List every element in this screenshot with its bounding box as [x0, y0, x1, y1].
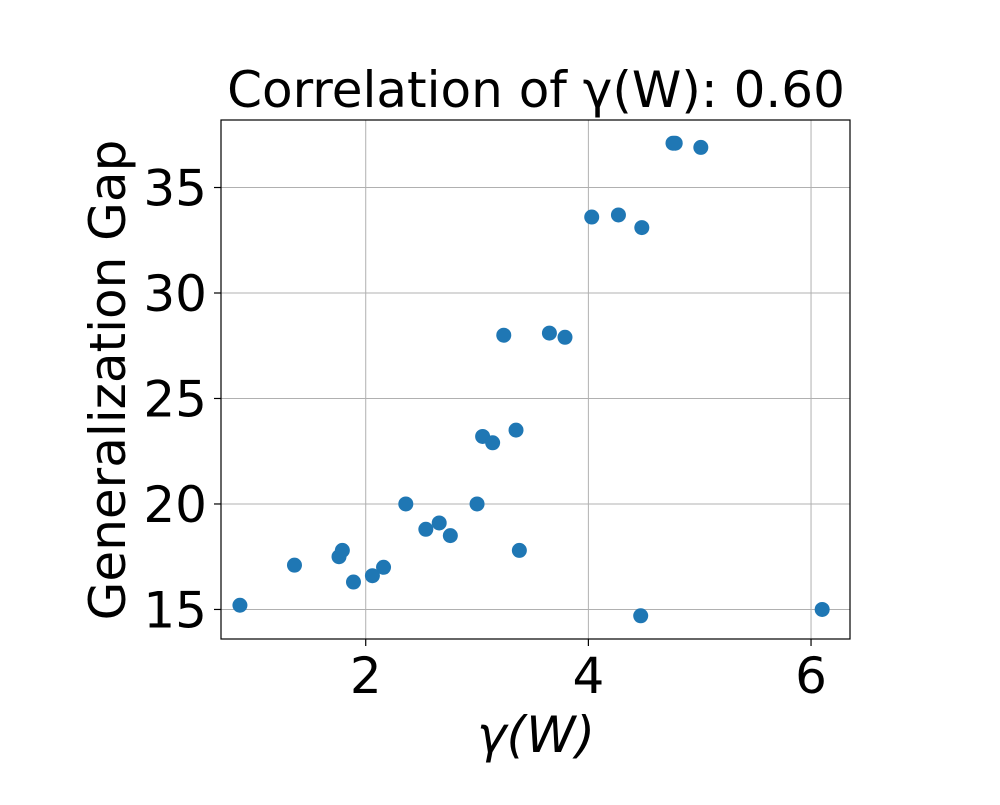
scatter-point [511, 542, 527, 558]
x-tick-label: 6 [795, 647, 827, 705]
chart-title: Correlation of γ(W): 0.60 [227, 61, 845, 119]
scatter-point [633, 608, 649, 624]
scatter-point [667, 135, 683, 151]
scatter-point [431, 515, 447, 531]
y-tick-label: 35 [143, 160, 207, 218]
scatter-point [334, 542, 350, 558]
scatter-point [485, 435, 501, 451]
scatter-point [442, 528, 458, 544]
scatter-point [345, 574, 361, 590]
plot-area-frame [220, 119, 851, 640]
y-tick-label: 30 [143, 265, 207, 323]
scatter-point [541, 325, 557, 341]
x-tick-label: 4 [572, 647, 604, 705]
scatter-point [286, 557, 302, 573]
scatter-point [814, 601, 830, 617]
scatter-point [496, 327, 512, 343]
y-axis-label: Generalization Gap [79, 140, 137, 621]
scatter-point [610, 207, 626, 223]
y-tick-label: 25 [143, 370, 207, 428]
y-axis-ticks: 15 20 25 30 35 [143, 160, 221, 639]
scatter-point [557, 329, 573, 345]
y-tick-label: 20 [143, 476, 207, 534]
scatter-point [398, 496, 414, 512]
scatter-point [634, 220, 650, 236]
scatter-point [232, 597, 248, 613]
grid [221, 120, 850, 639]
x-axis-ticks: 2 4 6 [350, 639, 827, 705]
y-tick-label: 15 [143, 581, 207, 639]
data-points [232, 135, 830, 624]
x-tick-label: 2 [350, 647, 382, 705]
scatter-point [376, 559, 392, 575]
scatter-point [418, 521, 434, 537]
scatter-point [584, 209, 600, 225]
scatter-point [364, 568, 380, 584]
scatter-point [693, 139, 709, 155]
scatter-point [469, 496, 485, 512]
x-axis-label: γ(W) [477, 706, 595, 764]
scatter-point [508, 422, 524, 438]
